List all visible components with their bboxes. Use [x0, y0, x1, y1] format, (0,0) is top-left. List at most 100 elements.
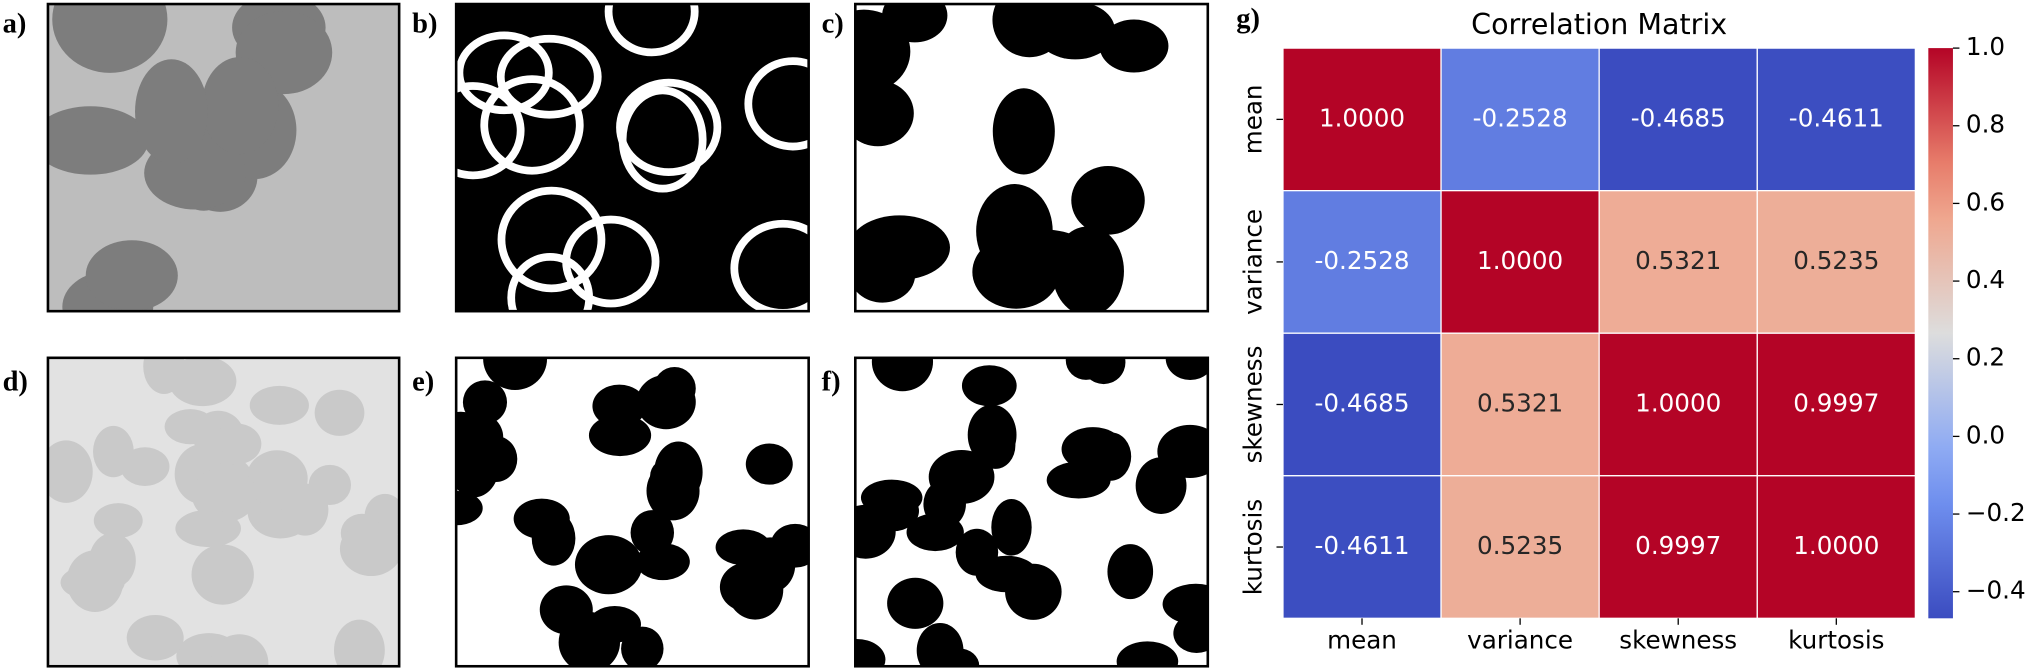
grain [191, 467, 257, 523]
grain [52, 4, 168, 73]
colorbar-tick-label: 0.4 [1966, 265, 2005, 294]
heatmap-cell [1282, 190, 1442, 334]
grain [175, 509, 241, 548]
grain [588, 414, 652, 457]
colorbar-tick-label: 0.2 [1966, 343, 2005, 372]
colorbar-tick-label: 0.6 [1966, 187, 2005, 216]
image-frame [46, 2, 401, 313]
grain [991, 498, 1032, 556]
grain [923, 479, 966, 529]
x-tick-label: kurtosis [1788, 626, 1884, 655]
grain [887, 577, 944, 629]
cell-label: 1.0000 [1319, 103, 1405, 132]
grain [1099, 19, 1169, 73]
panel-label: f) [822, 366, 841, 397]
heatmap-cell [1598, 475, 1758, 619]
micrograph [47, 357, 400, 667]
grain [1005, 563, 1062, 620]
heatmap-cell [1598, 47, 1758, 192]
ring [730, 219, 809, 312]
colorbar-tick-label: 1.0 [1966, 32, 2005, 61]
ring [497, 186, 606, 293]
grain [1165, 357, 1208, 380]
ring [480, 75, 584, 175]
grain [211, 423, 262, 465]
cell-label: 0.5321 [1477, 388, 1563, 417]
ring [496, 34, 602, 119]
micrograph [456, 357, 809, 667]
grain [1071, 166, 1145, 235]
grain [574, 535, 643, 595]
grain [47, 106, 149, 175]
image-frame [854, 356, 1210, 668]
y-tick-label: variance [1238, 209, 1267, 315]
heatmap-cell [1440, 190, 1600, 334]
grain [976, 184, 1053, 278]
grain [334, 619, 385, 667]
y-tick-label: kurtosis [1238, 499, 1267, 595]
image-frame [454, 356, 810, 668]
grain [308, 464, 352, 506]
cell-label: 0.5321 [1635, 246, 1721, 275]
grain [1157, 424, 1208, 479]
heatmap-cell [1598, 190, 1758, 334]
grain [646, 461, 700, 521]
heatmap-cell [1598, 332, 1758, 477]
grain [191, 544, 254, 605]
colorbar-tick-label: −0.4 [1966, 576, 2026, 605]
cell-label: -0.2528 [1315, 246, 1410, 275]
grain [201, 56, 279, 155]
panel-label: d) [3, 366, 28, 397]
heatmap-cell [1756, 190, 1917, 334]
panel-label: a) [3, 9, 27, 40]
grain [314, 389, 365, 436]
grain [249, 385, 309, 425]
grain [47, 440, 93, 503]
ring [507, 252, 594, 312]
panel-label: g) [1236, 3, 1260, 34]
x-tick-label: skewness [1619, 626, 1737, 655]
grain [961, 365, 1017, 407]
grain [745, 443, 793, 485]
cell-label: 1.0000 [1793, 531, 1879, 560]
grain [745, 537, 796, 593]
grain [1107, 544, 1154, 600]
grain [462, 380, 508, 424]
cell-label: -0.2528 [1473, 103, 1568, 132]
grain [93, 503, 143, 538]
grain [1116, 641, 1179, 667]
colorbar [1928, 48, 1953, 619]
grain [456, 490, 483, 526]
grain [474, 436, 518, 483]
micrograph [855, 357, 1208, 667]
y-tick-label: skewness [1238, 346, 1267, 464]
grain [636, 374, 696, 430]
x-tick-label: mean [1327, 626, 1397, 655]
heatmap-cell [1282, 332, 1442, 477]
image-frame [454, 2, 810, 313]
grain [855, 80, 914, 147]
grain [855, 504, 896, 559]
cell-label: -0.4685 [1631, 103, 1726, 132]
grain [1081, 357, 1126, 385]
grain [1173, 613, 1208, 653]
grain [164, 409, 216, 445]
colorbar-tick-label: 0.8 [1966, 110, 2005, 139]
ring [456, 31, 553, 115]
cell-label: -0.4611 [1315, 531, 1410, 560]
micrographs [46, 2, 1210, 668]
grain [339, 521, 400, 577]
panel-label: c) [822, 9, 844, 40]
chart-title: Correlation Matrix [1471, 8, 1727, 41]
grain [135, 59, 208, 164]
grain [1035, 4, 1115, 60]
ring [604, 4, 699, 57]
cell-label: 0.5235 [1477, 531, 1563, 560]
ring [456, 82, 525, 180]
cell-label: 1.0000 [1635, 388, 1721, 417]
grain [855, 638, 886, 667]
image-frame [854, 2, 1210, 313]
grain [871, 357, 934, 392]
panel-label: e) [412, 366, 434, 397]
ring [744, 57, 809, 151]
